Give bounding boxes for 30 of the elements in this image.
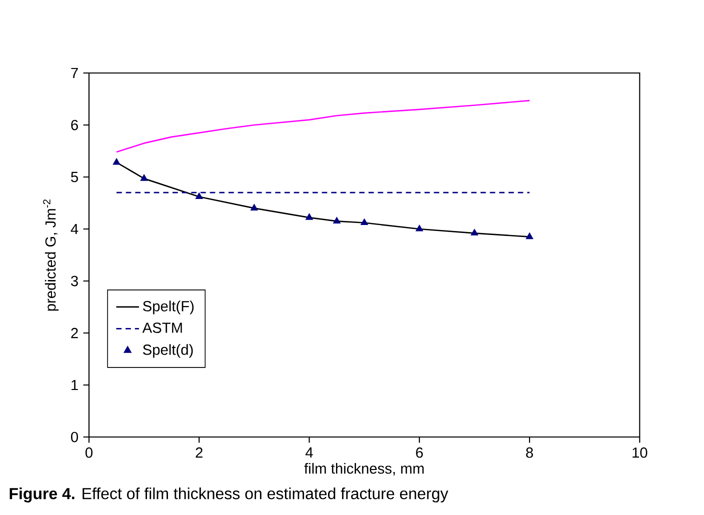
y-axis-title: predicted G, Jm$^{-2}$ [43, 200, 59, 311]
point [140, 174, 148, 181]
x-tick-label: 2 [196, 447, 202, 458]
y-tick-label: 2 [71, 328, 78, 338]
point [470, 228, 478, 236]
point [195, 192, 203, 200]
y-tick-label: 5 [71, 172, 78, 182]
y-tick-label: 4 [70, 224, 78, 234]
point [526, 232, 534, 240]
y-tick-label: 0 [71, 432, 78, 442]
x-axis-title: film thickness, mm [304, 462, 424, 476]
x-tick-label: 6 [416, 447, 423, 458]
point [416, 224, 424, 232]
point [360, 218, 368, 226]
legend-label: Spelt(d) [143, 344, 193, 358]
point [333, 216, 341, 224]
text: Figure 4. Effect of film thickness on estimated fracture energy [10, 488, 448, 502]
legend-label: ASTM [142, 322, 182, 333]
y-tick-label: 7 [71, 68, 78, 78]
point [306, 213, 314, 220]
y-tick-label: 1 [72, 380, 78, 390]
x-tick-label: 10 [632, 447, 648, 458]
y-tick-label: 6 [71, 120, 78, 130]
point [112, 158, 120, 165]
y-tick-label: 3 [71, 276, 78, 286]
x-tick-label: 4 [306, 447, 313, 458]
x-tick-label: 8 [526, 447, 533, 458]
x-tick-label: 0 [85, 447, 92, 458]
legend-label: Spelt(F) [143, 300, 194, 314]
point [250, 204, 258, 210]
